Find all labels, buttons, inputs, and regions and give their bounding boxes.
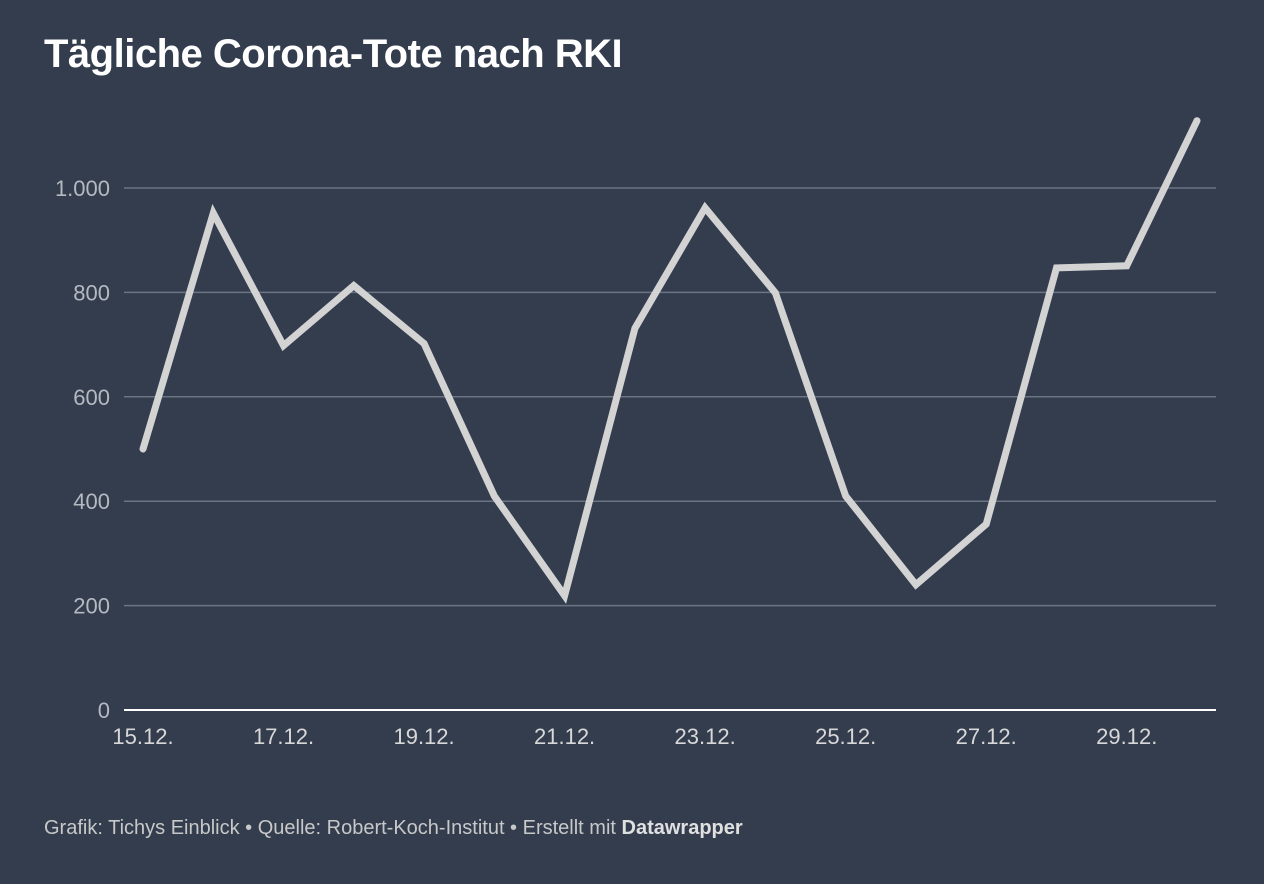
data-point bbox=[631, 325, 638, 332]
y-tick-label: 600 bbox=[73, 385, 110, 410]
data-point bbox=[772, 289, 779, 296]
series-line bbox=[139, 117, 1201, 604]
data-point bbox=[983, 521, 990, 528]
chart-footer: Grafik: Tichys Einblick • Quelle: Robert… bbox=[44, 817, 743, 840]
data-point bbox=[702, 204, 709, 211]
data-point bbox=[912, 581, 919, 588]
x-tick-label: 25.12. bbox=[815, 724, 876, 749]
data-point bbox=[1194, 117, 1201, 124]
x-tick-label: 23.12. bbox=[675, 724, 736, 749]
y-tick-label: 200 bbox=[73, 594, 110, 619]
data-point bbox=[280, 342, 287, 349]
data-point bbox=[210, 210, 217, 217]
y-tick-label: 800 bbox=[73, 280, 110, 305]
x-tick-label: 27.12. bbox=[956, 724, 1017, 749]
y-tick-label: 400 bbox=[73, 489, 110, 514]
footer-brand: Datawrapper bbox=[621, 817, 743, 839]
data-point bbox=[1123, 262, 1130, 269]
x-tick-label: 21.12. bbox=[534, 724, 595, 749]
data-point bbox=[491, 492, 498, 499]
data-point bbox=[140, 446, 147, 453]
data-point bbox=[842, 492, 849, 499]
y-tick-label: 1.000 bbox=[55, 176, 110, 201]
data-point bbox=[350, 282, 357, 289]
y-tick-label: 0 bbox=[98, 698, 110, 723]
x-tick-label: 15.12. bbox=[112, 724, 173, 749]
data-point bbox=[1053, 264, 1060, 271]
data-point bbox=[561, 592, 568, 599]
x-tick-label: 17.12. bbox=[253, 724, 314, 749]
chart-title: Tägliche Corona-Tote nach RKI bbox=[44, 32, 623, 76]
footer-credit: Grafik: Tichys Einblick • Quelle: Robert… bbox=[44, 817, 622, 839]
x-tick-label: 29.12. bbox=[1096, 724, 1157, 749]
data-point bbox=[421, 340, 428, 347]
x-tick-label: 19.12. bbox=[393, 724, 454, 749]
